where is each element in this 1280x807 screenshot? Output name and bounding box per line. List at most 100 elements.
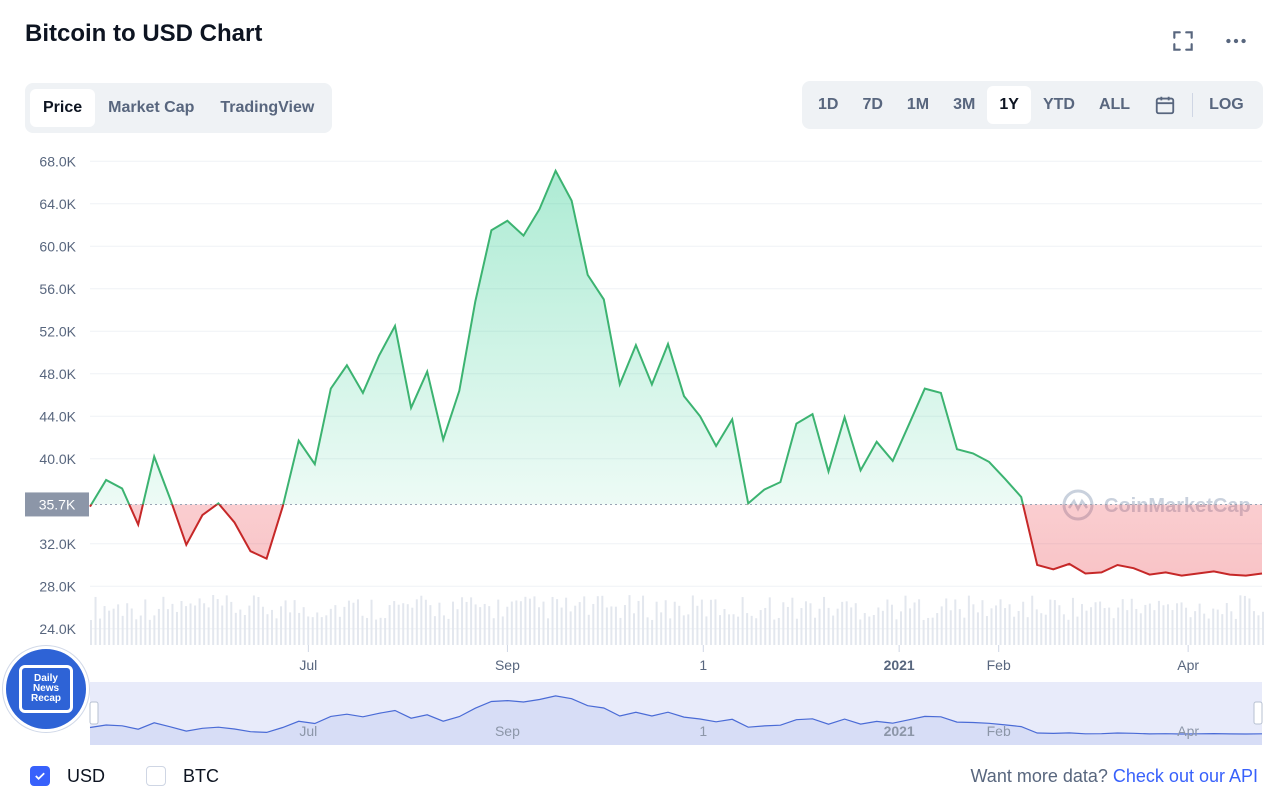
volume-bar xyxy=(1094,602,1097,645)
volume-bar xyxy=(1212,608,1215,645)
volume-bar xyxy=(1076,616,1079,645)
volume-bar xyxy=(714,599,717,645)
volume-bar xyxy=(1139,613,1142,645)
volume-bar xyxy=(1176,603,1179,645)
volume-bar xyxy=(809,603,812,645)
fullscreen-icon[interactable] xyxy=(1170,28,1196,54)
volume-bar xyxy=(556,599,559,645)
volume-bar xyxy=(501,616,504,645)
navigator-handle-left[interactable] xyxy=(89,701,99,725)
navigator-handle-right[interactable] xyxy=(1253,701,1263,725)
volume-bar xyxy=(565,597,568,645)
volume-bar xyxy=(637,600,640,645)
tab-market-cap[interactable]: Market Cap xyxy=(108,99,195,116)
volume-bar xyxy=(746,613,749,645)
volume-bar xyxy=(207,607,210,645)
range-all-button[interactable]: ALL xyxy=(1098,96,1131,113)
volume-bar xyxy=(804,601,807,645)
x-axis-ticks: Jul Sep 1 2021 Feb Apr xyxy=(299,645,1199,673)
volume-bar xyxy=(877,607,880,645)
calendar-icon[interactable] xyxy=(1142,86,1188,124)
navigator-area xyxy=(90,695,1262,745)
volume-bar xyxy=(307,616,310,645)
check-icon xyxy=(35,772,45,781)
volume-bar xyxy=(175,611,178,645)
range-3m-button[interactable]: 3M xyxy=(953,96,976,113)
volume-bar xyxy=(1194,611,1197,645)
volume-bar xyxy=(868,616,871,645)
volume-bar xyxy=(660,612,663,645)
navigator-tick-label: Jul xyxy=(299,723,317,739)
volume-bar xyxy=(850,607,853,645)
volume-bar xyxy=(1248,598,1251,645)
volume-bar xyxy=(976,612,979,645)
volume-bar xyxy=(981,600,984,645)
volume-bar xyxy=(198,598,201,645)
price-chart: 68.0K 64.0K 60.0K 56.0K 52.0K 48.0K 44.0K 40.0K… xyxy=(25,153,1264,745)
volume-bar xyxy=(1225,603,1228,645)
volume-bar xyxy=(1180,602,1183,645)
volume-bar xyxy=(461,597,464,645)
volume-bar xyxy=(678,605,681,645)
volume-bar xyxy=(800,608,803,645)
volume-bar xyxy=(814,617,817,645)
more-icon[interactable] xyxy=(1223,28,1249,54)
volume-bar xyxy=(334,605,337,645)
btc-checkbox[interactable] xyxy=(146,766,166,786)
volume-bar xyxy=(583,596,586,645)
range-1m-button[interactable]: 1M xyxy=(906,96,930,113)
volume-bar xyxy=(515,600,518,645)
volume-bar xyxy=(673,601,676,645)
volume-bar xyxy=(393,601,396,645)
volume-bar xyxy=(1130,598,1133,645)
volume-bar xyxy=(791,597,794,645)
volume-bar xyxy=(185,606,188,645)
volume-bar xyxy=(841,601,844,645)
volume-bar xyxy=(664,600,667,645)
y-tick-label: 44.0K xyxy=(39,408,76,424)
volume-bar xyxy=(827,607,830,645)
range-1y-button[interactable]: 1Y xyxy=(987,86,1031,124)
volume-bar xyxy=(483,603,486,645)
volume-bar xyxy=(687,614,690,645)
volume-bar xyxy=(1013,616,1016,645)
volume-bar xyxy=(936,613,939,645)
volume-bar xyxy=(442,615,445,645)
volume-bar xyxy=(519,601,522,645)
volume-bar xyxy=(456,609,459,645)
volume-bar xyxy=(578,602,581,645)
y-tick-label: 56.0K xyxy=(39,281,76,297)
y-tick-label: 60.0K xyxy=(39,238,76,254)
volume-bar xyxy=(488,606,491,645)
volume-bar xyxy=(1162,605,1165,645)
volume-bar xyxy=(311,617,314,645)
volume-bar xyxy=(592,603,595,645)
usd-checkbox[interactable] xyxy=(30,766,50,786)
volume-bar xyxy=(1203,613,1206,645)
volume-bar xyxy=(1207,618,1210,645)
volume-bar xyxy=(1044,614,1047,645)
range-ytd-button[interactable]: YTD xyxy=(1042,96,1075,113)
y-tick-label: 40.0K xyxy=(39,451,76,467)
volume-bar xyxy=(823,596,826,645)
range-7d-button[interactable]: 7D xyxy=(862,96,883,113)
volume-bar xyxy=(1031,595,1034,645)
volume-bar xyxy=(239,609,242,645)
api-link[interactable]: Check out our API xyxy=(1112,766,1258,786)
volume-bar xyxy=(587,614,590,645)
volume-bar xyxy=(904,595,907,645)
volume-bar xyxy=(1166,604,1169,645)
volume-bar xyxy=(225,595,228,645)
volume-bar xyxy=(605,607,608,645)
log-scale-button[interactable]: LOG xyxy=(1209,96,1244,113)
tab-price[interactable]: Price xyxy=(30,89,96,127)
volume-bar xyxy=(773,619,776,645)
volume-bar xyxy=(881,610,884,645)
volume-bar xyxy=(696,605,699,645)
volume-bar xyxy=(560,607,563,645)
y-tick-label: 68.0K xyxy=(39,153,76,169)
volume-bar xyxy=(985,616,988,645)
range-1d-button[interactable]: 1D xyxy=(818,96,839,113)
tab-tradingview[interactable]: TradingView xyxy=(220,99,315,116)
volume-bar xyxy=(886,599,889,645)
